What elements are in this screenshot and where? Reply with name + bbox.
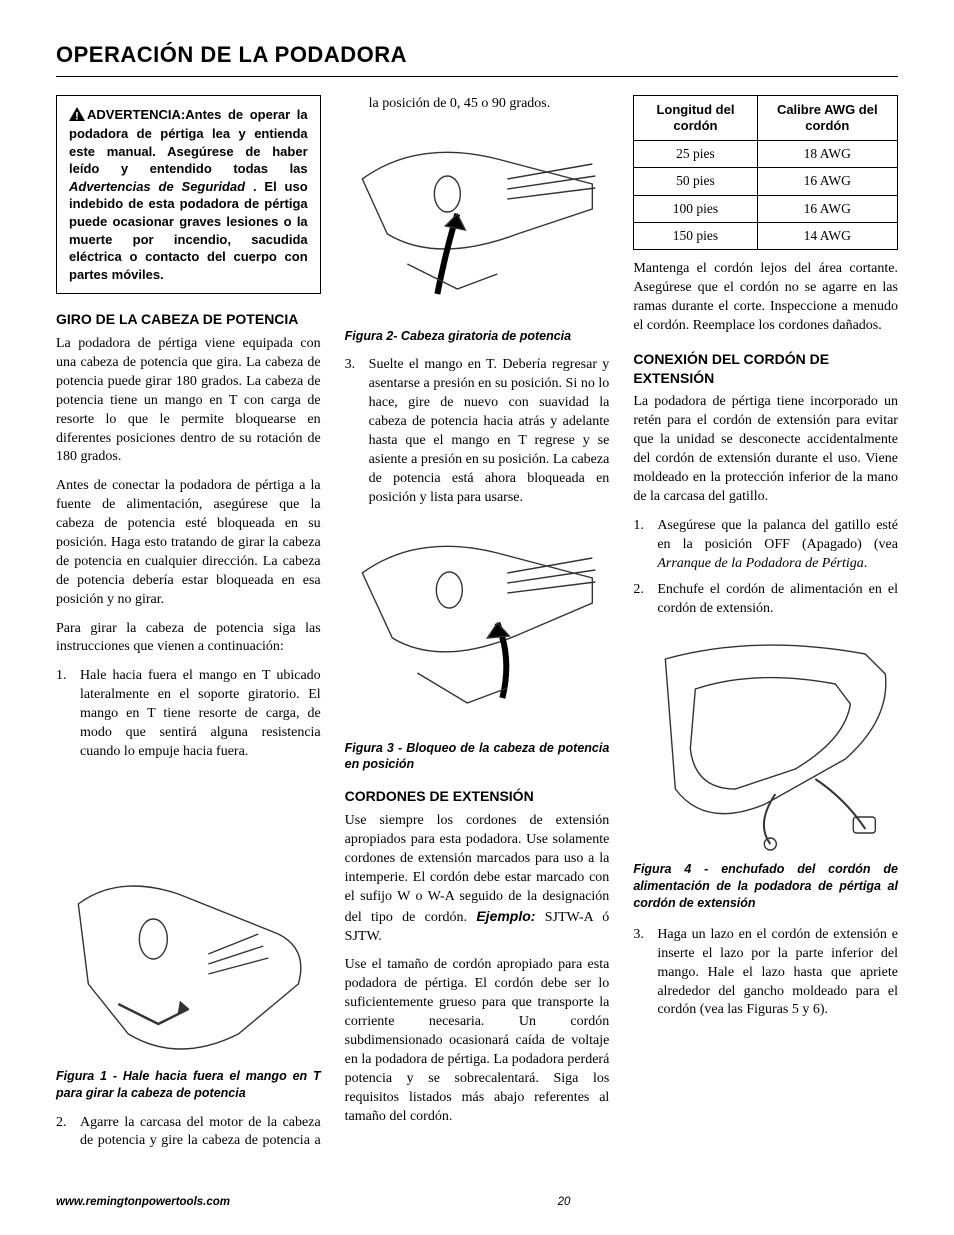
table-cell: 50 pies [634,168,757,195]
figure-4-caption: Figura 4 - enchufado del cordón de alime… [633,861,898,912]
cord-p1: Use siempre los cordones de extensión ap… [345,812,610,946]
footer-url: www.remingtonpowertools.com [56,1195,230,1211]
figure-4-svg [633,629,898,857]
conex-step-1b: . [864,556,868,571]
conex-step-3: Haga un lazo en el cordón de extensión e… [633,926,898,1020]
conex-steps-12: Asegúrese que la palanca del gatillo est… [633,517,898,619]
warning-triangle-icon: ! [69,107,85,126]
table-cell: 16 AWG [757,195,897,222]
giro-step-1: Hale hacia fuera el mango en T ubicado l… [56,667,321,761]
warning-text-2: . El uso indebido de esta podadora de pé… [69,179,308,282]
figure-3 [345,518,610,736]
table-cell: 14 AWG [757,222,897,249]
conex-p1: La podadora de pértiga tiene incorporado… [633,393,898,506]
table-header-2: Calibre AWG del cordón [757,95,897,141]
figure-2-svg [345,124,610,324]
giro-p1: La podadora de pértiga viene equipada co… [56,335,321,467]
figure-1-svg [56,864,321,1064]
after-table-p: Mantenga el cordón lejos del área cortan… [633,260,898,336]
figure-1-caption: Figura 1 - Hale hacia fuera el mango en … [56,1068,321,1102]
table-cell: 150 pies [634,222,757,249]
giro-steps-3: Suelte el mango en T. Debería regresar y… [345,356,610,507]
page-footer: www.remingtonpowertools.com 20 [56,1195,898,1211]
heading-cordones: CORDONES DE EXTENSIÓN [345,787,610,806]
conex-step-1a: Asegúrese que la palanca del gatillo est… [657,518,898,552]
table-row: 100 pies16 AWG [634,195,898,222]
table-cell: 16 AWG [757,168,897,195]
page-title: OPERACIÓN DE LA PODADORA [56,40,898,70]
ejemplo-label: Ejemplo: [476,908,535,924]
table-cell: 18 AWG [757,141,897,168]
conex-step-1-italic: Arranque de la Podadora de Pértiga [657,556,863,571]
giro-step-3: Suelte el mango en T. Debería regresar y… [345,356,610,507]
figure-2 [345,124,610,324]
figure-1 [56,864,321,1064]
giro-steps-1: Hale hacia fuera el mango en T ubicado l… [56,667,321,761]
conex-step-1: Asegúrese que la palanca del gatillo est… [633,517,898,574]
table-header-1: Longitud del cordón [634,95,757,141]
title-rule [56,76,898,77]
table-cell: 100 pies [634,195,757,222]
table-row: 25 pies18 AWG [634,141,898,168]
giro-p3: Para girar la cabeza de potencia siga la… [56,620,321,658]
table-cell: 25 pies [634,141,757,168]
cord-p2: Use el tamaño de cordón apropiado para e… [345,956,610,1126]
heading-giro: GIRO DE LA CABEZA DE POTENCIA [56,310,321,329]
figure-3-caption: Figura 3 - Bloqueo de la cabeza de poten… [345,740,610,774]
heading-conexion: CONEXIÓN DEL CORDÓN DE EXTENSIÓN [633,350,898,388]
table-row: 50 pies16 AWG [634,168,898,195]
table-row: 150 pies14 AWG [634,222,898,249]
warning-box: ! ADVERTENCIA:Antes de operar la podador… [56,95,321,294]
table-header-row: Longitud del cordón Calibre AWG del cord… [634,95,898,141]
cord-table: Longitud del cordón Calibre AWG del cord… [633,95,898,250]
figure-3-svg [345,518,610,736]
warning-label: ADVERTENCIA: [87,107,185,122]
conex-step-2: Enchufe el cordón de alimentación en el … [633,581,898,619]
figure-4 [633,629,898,857]
svg-text:!: ! [75,110,79,121]
figure-2-caption: Figura 2- Cabeza giratoria de potencia [345,328,610,345]
content-columns: ! ADVERTENCIA:Antes de operar la podador… [56,95,898,1165]
giro-p2: Antes de conectar la podadora de pértiga… [56,477,321,609]
conex-steps-3: Haga un lazo en el cordón de extensión e… [633,926,898,1020]
warning-italic: Advertencias de Seguridad [69,179,245,194]
spacer [56,772,321,864]
